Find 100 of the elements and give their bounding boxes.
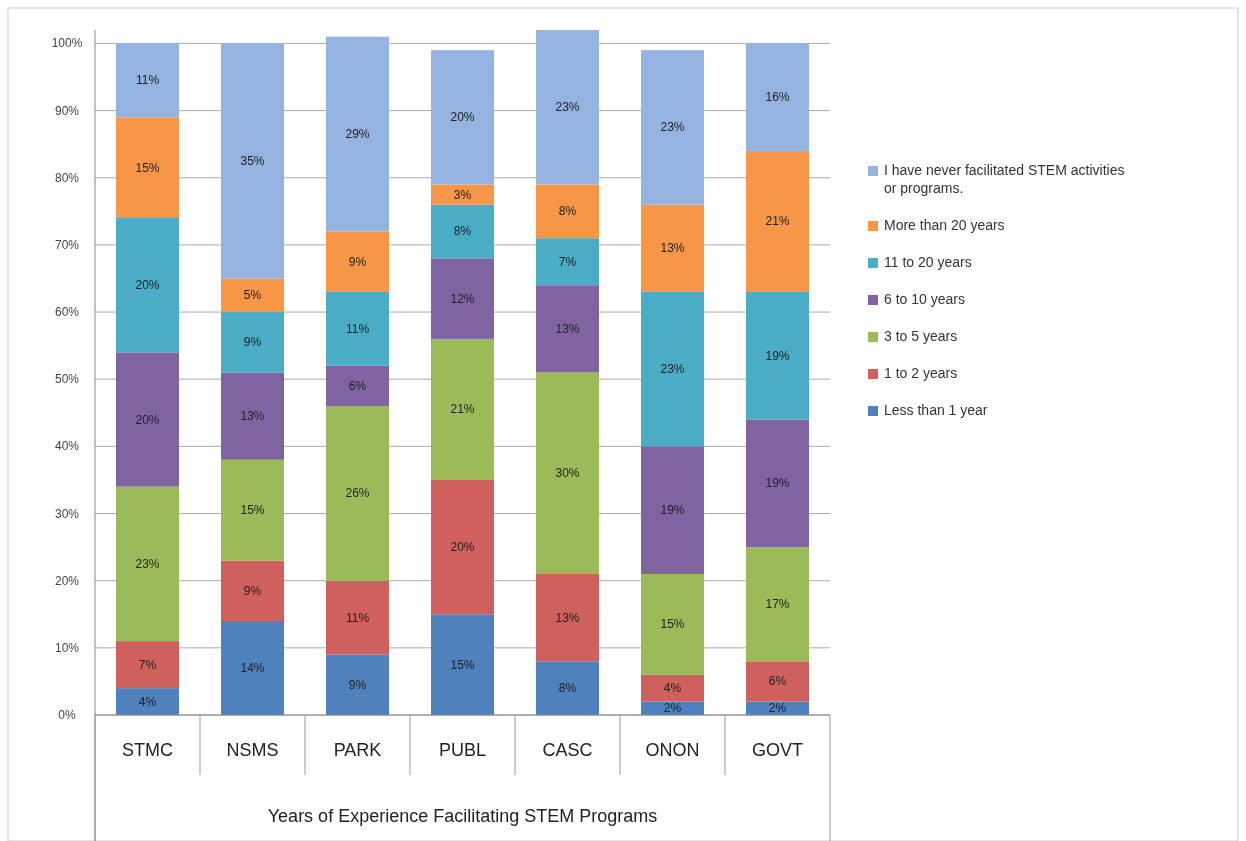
y-tick-label: 0% [58, 708, 76, 722]
bar [431, 614, 494, 715]
data-label: 21% [450, 402, 475, 417]
bar [116, 641, 179, 689]
bar [221, 278, 284, 313]
data-label: 8% [558, 681, 577, 696]
data-label: 23% [660, 362, 685, 377]
y-tick-label: 30% [54, 506, 80, 521]
data-label: 11% [345, 321, 370, 336]
data-label: 23% [660, 120, 685, 135]
data-label: 21% [765, 214, 790, 229]
bar [431, 184, 494, 205]
y-tick-label: 40% [54, 439, 80, 454]
bar [536, 372, 599, 574]
bar [221, 560, 284, 621]
bar [116, 218, 179, 353]
bar [221, 620, 284, 715]
bar [746, 150, 809, 292]
data-label: 15% [135, 160, 160, 175]
bar [746, 419, 809, 548]
y-tick-label: 10% [54, 640, 80, 655]
bar [326, 365, 389, 407]
data-label: 11% [135, 73, 160, 88]
data-label: 17% [765, 597, 790, 612]
data-label: 8% [558, 204, 577, 219]
bar [641, 674, 704, 702]
bar [431, 50, 494, 185]
data-label: 9% [243, 335, 262, 350]
bar [641, 446, 704, 574]
legend-label: 6 to 10 years [884, 291, 965, 307]
data-label: 13% [660, 241, 685, 256]
bar [641, 204, 704, 292]
legend-label: 3 to 5 years [884, 328, 958, 344]
bar [536, 285, 599, 373]
y-tick-label: 100% [51, 36, 83, 51]
bar [326, 654, 389, 715]
data-label: 29% [345, 127, 370, 142]
bar [431, 479, 494, 615]
data-label: 14% [240, 660, 265, 675]
legend-label: More than 20 years [884, 217, 1005, 233]
bar [536, 238, 599, 286]
bar [431, 258, 494, 339]
data-label: 19% [765, 476, 790, 491]
x-tick-label: CASC [542, 740, 593, 760]
legend-label: Less than 1 year [884, 402, 988, 418]
data-label: 5% [243, 288, 262, 303]
bar [326, 36, 389, 232]
data-label: 15% [450, 657, 475, 672]
data-label: 20% [450, 540, 475, 555]
bar [116, 352, 179, 487]
data-label: 2% [768, 701, 787, 716]
data-label: 30% [555, 466, 580, 481]
bar [536, 184, 599, 239]
data-label: 11% [345, 610, 370, 625]
data-label: 23% [555, 100, 580, 115]
data-label: 4% [138, 694, 157, 709]
data-label: 15% [660, 617, 685, 632]
bar [116, 43, 179, 118]
data-label: 4% [663, 681, 682, 696]
bar [116, 688, 179, 715]
bar [221, 372, 284, 460]
data-label: 13% [555, 610, 580, 625]
y-tick-label: 50% [54, 372, 80, 387]
data-label: 20% [135, 278, 160, 293]
x-tick-label: GOVT [751, 740, 804, 760]
bar [221, 459, 284, 561]
legend-label: 11 to 20 years [884, 254, 972, 270]
bar [746, 291, 809, 420]
y-tick-label: 80% [54, 170, 80, 185]
data-label: 16% [765, 90, 790, 105]
data-label: 26% [345, 486, 370, 501]
data-label: 2% [663, 701, 682, 716]
data-label: 13% [240, 409, 265, 424]
data-label: 35% [240, 153, 265, 168]
bar [746, 43, 809, 151]
bar [746, 661, 809, 702]
bar [326, 406, 389, 581]
data-label: 9% [348, 677, 367, 692]
data-label: 15% [240, 503, 265, 518]
x-tick-label: NSMS [226, 740, 279, 760]
data-label: 7% [138, 657, 157, 672]
bar [431, 204, 494, 259]
data-label: 12% [450, 291, 475, 306]
y-tick-label: 60% [54, 305, 80, 320]
x-tick-label: ONON [645, 740, 700, 760]
bar [116, 486, 179, 642]
data-label: 6% [768, 674, 787, 689]
bar [536, 573, 599, 662]
legend-label: I have never facilitated STEM activities or programs. [884, 162, 1125, 196]
bar [746, 547, 809, 662]
data-label: 19% [660, 503, 685, 518]
y-tick-label: 70% [54, 237, 80, 252]
bar [116, 117, 179, 219]
bar [326, 231, 389, 292]
bar [641, 50, 704, 205]
data-label: 9% [243, 583, 262, 598]
bar [221, 43, 284, 279]
bar [431, 338, 494, 480]
bar [641, 291, 704, 447]
data-label: 9% [348, 254, 367, 269]
